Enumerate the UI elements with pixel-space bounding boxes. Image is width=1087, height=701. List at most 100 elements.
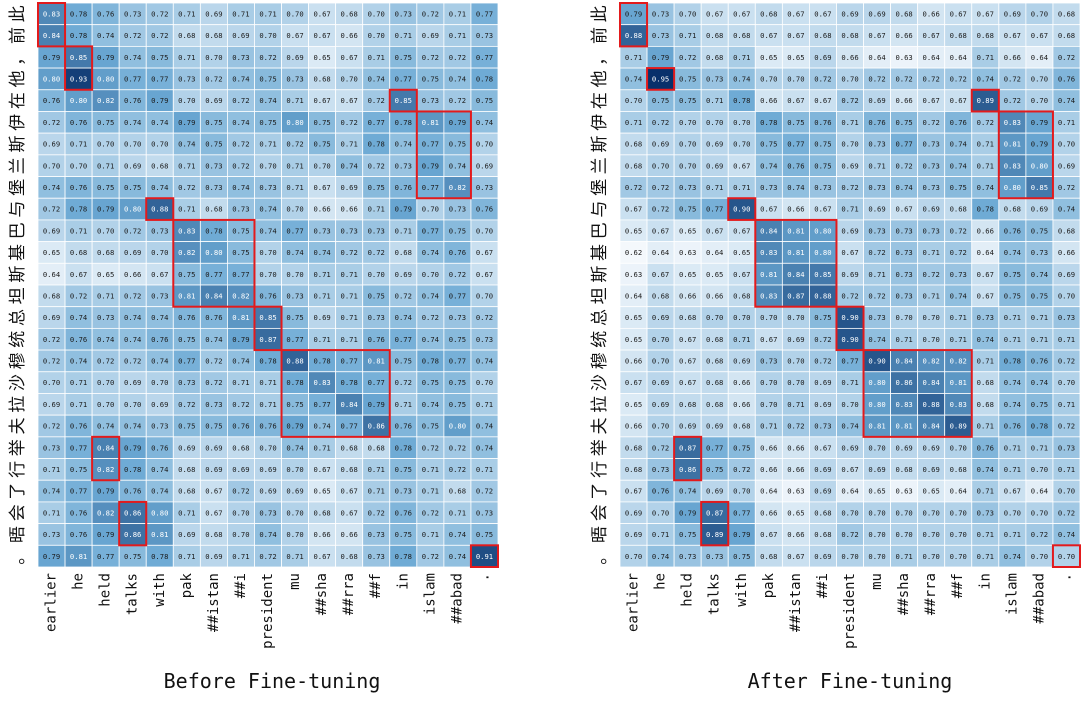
cell-value-label: 0.75 bbox=[395, 465, 412, 474]
cell-value-label: 0.70 bbox=[1031, 9, 1048, 18]
cell-value-label: 0.75 bbox=[286, 313, 303, 322]
cell-value-label: 0.69 bbox=[841, 9, 858, 18]
cell-value-label: 0.76 bbox=[476, 205, 493, 214]
cell-value-label: 0.67 bbox=[787, 9, 804, 18]
cell-value-label: 0.77 bbox=[286, 335, 303, 344]
cell-value-label: 0.74 bbox=[178, 140, 195, 149]
cell-value-label: 0.79 bbox=[97, 53, 114, 62]
cell-value-label: 0.72 bbox=[625, 183, 642, 192]
cell-value-label: 0.80 bbox=[70, 96, 87, 105]
cell-value-label: 0.78 bbox=[124, 465, 141, 474]
cell-value-label: 0.72 bbox=[868, 75, 885, 84]
cell-value-label: 0.71 bbox=[977, 530, 994, 539]
cell-value-label: 0.73 bbox=[1058, 443, 1075, 452]
cell-value-label: 0.74 bbox=[950, 291, 967, 300]
cell-value-label: 0.76 bbox=[43, 96, 60, 105]
cell-value-label: 0.69 bbox=[1058, 161, 1075, 170]
cell-value-label: 0.72 bbox=[422, 9, 439, 18]
x-tick-label: pak bbox=[179, 572, 195, 598]
cell-value-label: 0.80 bbox=[868, 400, 885, 409]
cell-value-label: 0.73 bbox=[395, 161, 412, 170]
y-tick-label: 在 bbox=[590, 92, 610, 109]
cell-value-label: 0.74 bbox=[341, 161, 358, 170]
cell-value-label: 0.71 bbox=[341, 313, 358, 322]
cell-value-label: 0.77 bbox=[422, 183, 439, 192]
cell-value-label: 0.72 bbox=[341, 248, 358, 257]
cell-value-label: 0.75 bbox=[679, 75, 696, 84]
cell-value-label: 0.82 bbox=[97, 508, 114, 517]
cell-value-label: 0.70 bbox=[841, 140, 858, 149]
cell-value-label: 0.64 bbox=[652, 248, 669, 257]
cell-value-label: 0.62 bbox=[625, 248, 642, 257]
cell-value-label: 0.72 bbox=[178, 400, 195, 409]
heatmap-after-fine-tuning: 0.79 0.73 0.70 0.67 0.67 0.68 0.67 0.67 0.69 0.69… bbox=[590, 2, 1081, 693]
y-tick-label: 统 bbox=[8, 331, 28, 348]
cell-value-label: 0.77 bbox=[476, 9, 493, 18]
cell-value-label: 0.75 bbox=[449, 140, 466, 149]
cell-value-label: 0.76 bbox=[70, 422, 87, 431]
cell-value-label: 0.72 bbox=[259, 53, 276, 62]
cell-value-label: 0.72 bbox=[950, 248, 967, 257]
cell-value-label: 0.74 bbox=[205, 335, 222, 344]
cell-value-label: 0.75 bbox=[679, 530, 696, 539]
cell-value-label: 0.69 bbox=[787, 335, 804, 344]
x-tick-label: pak bbox=[761, 572, 777, 598]
cell-value-label: 0.74 bbox=[733, 75, 750, 84]
cell-value-label: 0.75 bbox=[178, 422, 195, 431]
cell-value-label: 0.71 bbox=[232, 9, 249, 18]
cell-value-label: 0.71 bbox=[178, 9, 195, 18]
cell-value-label: 0.70 bbox=[868, 530, 885, 539]
cell-value-label: 0.73 bbox=[449, 205, 466, 214]
cell-value-label: 0.68 bbox=[706, 357, 723, 366]
cell-value-label: 0.79 bbox=[232, 335, 249, 344]
cell-value-label: 0.67 bbox=[1031, 31, 1048, 40]
cell-value-label: 0.71 bbox=[259, 140, 276, 149]
cell-value-label: 0.69 bbox=[706, 161, 723, 170]
y-tick-label: 晤 bbox=[8, 526, 28, 543]
cell-value-label: 0.73 bbox=[449, 313, 466, 322]
cell-value-label: 0.91 bbox=[476, 552, 493, 561]
cell-value-label: 0.69 bbox=[814, 487, 831, 496]
cell-value-label: 0.73 bbox=[476, 335, 493, 344]
cell-value-label: 0.66 bbox=[679, 291, 696, 300]
cell-value-label: 0.73 bbox=[760, 357, 777, 366]
cell-value-label: 0.80 bbox=[814, 226, 831, 235]
cell-value-label: 0.70 bbox=[422, 205, 439, 214]
cell-value-label: 0.70 bbox=[733, 313, 750, 322]
heatmap-before-fine-tuning: 0.83 0.78 0.76 0.73 0.72 0.71 0.69 0.71 0.71 0.70… bbox=[8, 2, 499, 693]
cell-value-label: 0.64 bbox=[760, 487, 777, 496]
cell-value-label: 0.69 bbox=[476, 161, 493, 170]
cell-value-label: 0.72 bbox=[1058, 183, 1075, 192]
cell-value-label: 0.66 bbox=[313, 530, 330, 539]
x-tick-label: mu bbox=[869, 573, 885, 590]
cell-value-label: 0.69 bbox=[395, 270, 412, 279]
y-tick-label: 举 bbox=[590, 439, 610, 456]
cell-value-label: 0.90 bbox=[841, 313, 858, 322]
cell-value-label: 0.84 bbox=[760, 226, 777, 235]
cell-value-label: 0.75 bbox=[1031, 226, 1048, 235]
cell-value-label: 0.74 bbox=[259, 226, 276, 235]
cell-value-label: 0.68 bbox=[313, 508, 330, 517]
cell-value-label: 0.71 bbox=[625, 53, 642, 62]
y-tick-label: 斯 bbox=[590, 136, 610, 153]
heatmap-cells: 0.83 0.78 0.76 0.73 0.72 0.71 0.69 0.71 0.71 0.70… bbox=[37, 2, 499, 568]
cell-value-label: 0.70 bbox=[923, 313, 940, 322]
cell-value-label: 0.72 bbox=[232, 400, 249, 409]
cell-value-label: 0.75 bbox=[422, 75, 439, 84]
cell-value-label: 0.69 bbox=[124, 248, 141, 257]
cell-value-label: 0.73 bbox=[923, 140, 940, 149]
cell-value-label: 0.78 bbox=[1004, 357, 1021, 366]
cell-value-label: 0.69 bbox=[733, 357, 750, 366]
cell-value-label: 0.68 bbox=[706, 378, 723, 387]
cell-value-label: 0.75 bbox=[476, 530, 493, 539]
cell-value-label: 0.71 bbox=[70, 226, 87, 235]
cell-value-label: 0.75 bbox=[395, 530, 412, 539]
cell-value-label: 0.67 bbox=[868, 31, 885, 40]
cell-value-label: 0.72 bbox=[422, 313, 439, 322]
cell-value-label: 0.70 bbox=[652, 357, 669, 366]
cell-value-label: 0.74 bbox=[476, 422, 493, 431]
cell-value-label: 0.72 bbox=[151, 9, 168, 18]
cell-value-label: 0.75 bbox=[313, 118, 330, 127]
